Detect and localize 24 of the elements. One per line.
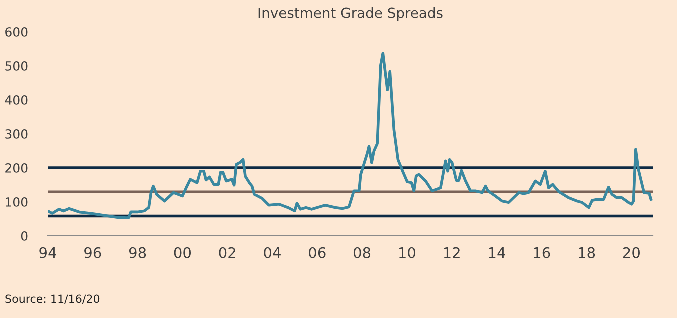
x-tick-label: 06	[309, 247, 326, 258]
chart-title: Investment Grade Spreads	[258, 8, 443, 21]
y-tick-label: 500	[6, 61, 28, 71]
x-tick-label: 98	[129, 247, 146, 258]
x-tick-label: 08	[354, 247, 371, 258]
x-tick-label: 10	[400, 247, 416, 258]
y-tick-label: 300	[6, 129, 28, 139]
line-series	[48, 52, 653, 220]
x-tick-label: 02	[219, 247, 236, 258]
y-tick-label: 200	[6, 163, 28, 173]
x-tick-label: 14	[489, 248, 506, 258]
y-tick-label: 100	[6, 197, 28, 207]
y-tick-label: 400	[5, 95, 28, 105]
x-tick-label: 16	[534, 247, 550, 258]
source-note: Source: 11/16/20	[6, 294, 100, 304]
y-tick-label: 0	[21, 231, 28, 241]
x-tick-label: 20	[623, 247, 640, 258]
x-tick-label: 96	[84, 247, 102, 258]
x-tick-label: 12	[444, 247, 460, 258]
x-tick-label: 00	[174, 247, 192, 258]
x-tick-label: 04	[264, 247, 281, 258]
x-tick-label: 18	[579, 247, 596, 258]
x-tick-label: 94	[40, 247, 56, 258]
y-tick-label: 600	[6, 27, 28, 37]
